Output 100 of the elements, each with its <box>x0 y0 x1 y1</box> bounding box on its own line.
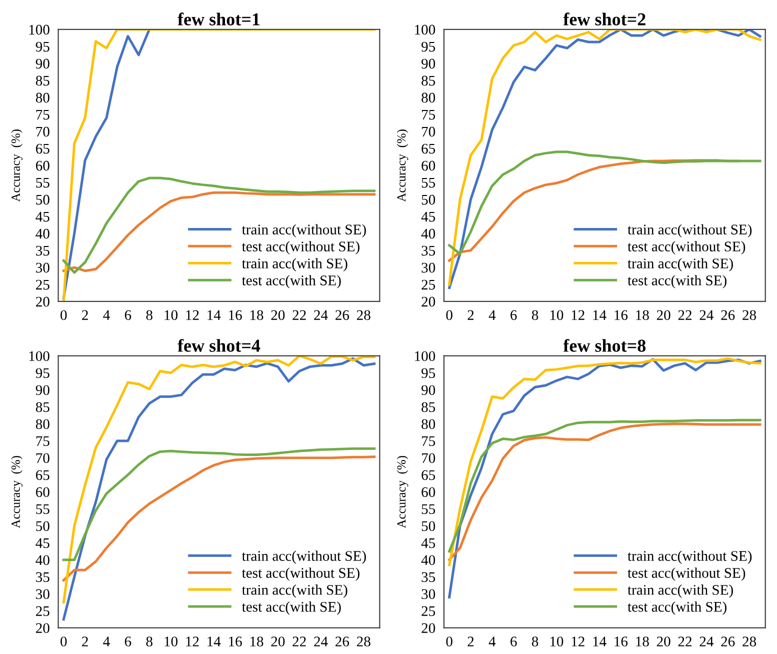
y-tick-label: 90 <box>422 58 436 69</box>
x-tick-label: 26 <box>336 310 350 320</box>
line-series <box>62 191 376 272</box>
y-tick-label: 55 <box>422 504 436 514</box>
x-tick-label: 12 <box>572 310 584 320</box>
y-tick-label: 80 <box>36 419 50 430</box>
y-tick-label: 95 <box>422 42 436 52</box>
legend-label: test acc(with SE) <box>242 601 341 615</box>
y-axis-title: Accuracy (%) <box>11 456 23 528</box>
x-tick-label: 16 <box>614 310 628 320</box>
y-tick-label: 35 <box>36 246 50 256</box>
line-series <box>62 29 376 302</box>
y-tick-label: 75 <box>36 436 50 446</box>
y-tick-label: 70 <box>36 453 50 464</box>
y-tick-label: 50 <box>422 521 436 532</box>
y-tick-label: 95 <box>36 42 50 52</box>
x-tick-label: 24 <box>314 310 328 320</box>
x-tick-label: 8 <box>532 636 538 646</box>
y-tick-label: 40 <box>36 555 50 566</box>
y-axis-title: Accuracy (%) <box>396 456 408 528</box>
line-series <box>62 29 151 300</box>
y-tick-label: 90 <box>422 385 436 396</box>
y-axis-title: Accuracy (%) <box>11 130 23 202</box>
x-tick-label: 28 <box>356 636 370 646</box>
x-tick-label: 26 <box>336 636 350 646</box>
x-tick-label: 22 <box>292 636 306 646</box>
y-tick-label: 25 <box>422 606 436 616</box>
x-tick-label: 24 <box>700 310 714 320</box>
legend-label: train acc(with SE) <box>628 584 733 598</box>
x-tick-label: 22 <box>678 310 692 320</box>
x-tick-label: 18 <box>636 310 649 320</box>
x-tick-label: 12 <box>572 636 584 646</box>
line-series <box>62 176 376 274</box>
x-tick-label: 2 <box>82 636 88 646</box>
x-tick-label: 24 <box>314 636 328 646</box>
y-tick-label: 50 <box>422 194 436 205</box>
legend-label: train acc(without SE) <box>628 550 752 564</box>
y-tick-label: 35 <box>36 572 50 582</box>
y-tick-label: 70 <box>422 126 436 137</box>
y-tick-label: 85 <box>36 76 50 86</box>
x-tick-label: 20 <box>656 636 670 646</box>
y-tick-label: 35 <box>422 246 436 256</box>
x-tick-label: 0 <box>60 636 67 646</box>
x-tick-label: 10 <box>164 310 178 320</box>
x-tick-label: 26 <box>721 310 735 320</box>
y-tick-label: 80 <box>36 92 50 103</box>
y-tick-label: 20 <box>36 623 50 634</box>
y-tick-label: 65 <box>422 144 436 154</box>
y-tick-label: 85 <box>422 402 436 412</box>
y-tick-label: 30 <box>422 589 436 600</box>
y-tick-label: 30 <box>36 262 50 273</box>
x-tick-label: 24 <box>700 636 714 646</box>
x-tick-label: 10 <box>164 636 178 646</box>
legend-label: train acc(with SE) <box>628 258 733 272</box>
y-tick-label: 70 <box>422 453 436 464</box>
x-tick-label: 0 <box>446 310 452 320</box>
y-tick-label: 30 <box>422 262 436 273</box>
y-tick-label: 20 <box>36 296 50 307</box>
y-tick-label: 65 <box>36 470 50 480</box>
x-tick-label: 2 <box>468 636 474 646</box>
y-tick-label: 40 <box>421 228 436 239</box>
y-tick-label: 100 <box>415 24 436 35</box>
y-tick-label: 40 <box>421 555 436 566</box>
x-tick-label: 26 <box>721 636 735 646</box>
x-tick-label: 20 <box>271 310 285 320</box>
chart-title: few shot=8 <box>563 338 646 352</box>
legend-label: train acc(without SE) <box>628 224 752 238</box>
legend-label: test acc(with SE) <box>628 275 726 288</box>
y-tick-label: 25 <box>36 606 50 616</box>
y-tick-label: 50 <box>36 521 50 532</box>
x-tick-label: 4 <box>488 636 496 646</box>
y-tick-label: 75 <box>422 110 436 120</box>
y-tick-label: 70 <box>36 126 50 137</box>
y-tick-label: 65 <box>422 470 436 480</box>
x-tick-label: 14 <box>593 636 606 646</box>
y-tick-label: 85 <box>36 402 50 412</box>
y-tick-label: 20 <box>422 623 436 634</box>
x-tick-label: 20 <box>271 636 285 646</box>
x-tick-label: 2 <box>82 310 88 320</box>
y-tick-label: 75 <box>422 436 436 446</box>
y-tick-label: 80 <box>422 92 436 103</box>
x-tick-label: 14 <box>208 310 221 320</box>
y-tick-label: 55 <box>36 504 50 514</box>
y-tick-label: 55 <box>36 178 50 188</box>
x-tick-label: 16 <box>614 636 628 646</box>
y-tick-label: 50 <box>36 194 50 205</box>
x-tick-label: 16 <box>229 310 242 320</box>
y-tick-label: 95 <box>422 368 436 378</box>
legend-label: train acc(without SE) <box>242 550 366 564</box>
y-tick-label: 40 <box>36 228 50 239</box>
x-tick-label: 20 <box>656 310 670 320</box>
y-tick-label: 45 <box>36 538 50 548</box>
y-axis-title: Accuracy (%) <box>396 130 408 202</box>
x-tick-label: 4 <box>103 310 110 320</box>
x-tick-label: 18 <box>250 310 264 320</box>
y-tick-label: 65 <box>36 144 50 154</box>
y-tick-label: 25 <box>422 280 436 290</box>
y-tick-label: 75 <box>36 110 50 120</box>
y-tick-label: 100 <box>29 351 50 362</box>
legend-label: test acc(with SE) <box>628 601 726 615</box>
